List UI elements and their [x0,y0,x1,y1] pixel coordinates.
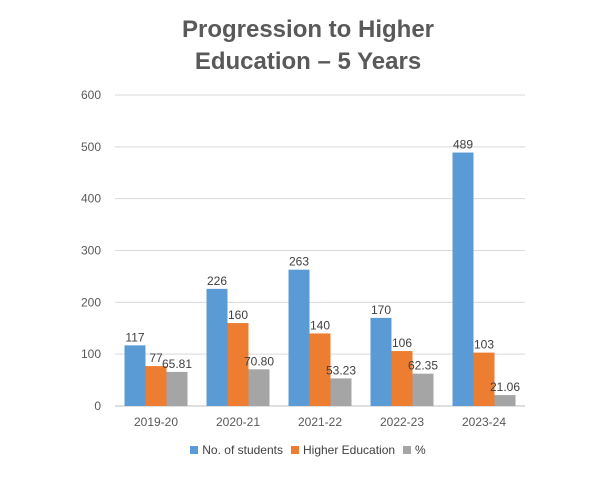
legend-item: No. of students [190,443,283,457]
bar-no-of-students [206,288,228,406]
bar- [166,371,188,406]
data-label: 226 [207,274,227,288]
data-label: 106 [392,336,412,350]
data-label: 70.80 [244,354,274,368]
bar-no-of-students [124,345,146,406]
legend-swatch [403,446,412,454]
data-label: 117 [125,330,144,344]
bar- [330,378,352,406]
bar- [494,395,516,406]
bar-higher-education [227,323,249,406]
bar-higher-education [309,333,331,406]
y-tick-label: 600 [81,88,101,102]
data-label: 263 [289,255,309,269]
y-tick-label: 400 [81,192,101,206]
data-label: 21.06 [490,380,520,394]
chart-title-line-1: Progression to Higher [181,16,435,43]
bar-higher-education [145,366,167,406]
data-label: 77 [149,351,163,365]
chart-title: Progression to Higher Education – 5 Year… [0,14,616,78]
data-label: 160 [228,308,248,322]
legend-label: % [415,443,426,457]
legend-swatch [190,446,199,454]
y-tick-label: 500 [81,140,101,154]
bar-higher-education [473,352,495,406]
x-tick-label: 2020-21 [216,415,260,429]
legend-item: Higher Education [290,443,396,457]
y-tick-label: 100 [81,347,101,361]
bar- [412,373,434,406]
legend-label: No. of students [202,443,283,457]
legend-label: Higher Education [302,443,396,457]
bar-no-of-students [370,317,392,406]
bar-no-of-students [288,269,310,406]
chart-title-line-2: Education – 5 Years [194,48,422,75]
legend-item: % [403,443,426,457]
x-tick-label: 2022-23 [380,415,424,429]
y-tick-label: 200 [81,295,101,309]
x-tick-label: 2019-20 [134,415,178,429]
data-label: 62.35 [408,359,438,373]
y-tick-label: 0 [94,399,101,413]
data-label: 65.81 [162,357,192,371]
bar- [248,369,270,406]
data-label: 170 [371,303,391,317]
chart-legend: No. of students Higher Education% [0,443,616,457]
data-label: 103 [474,338,494,352]
data-label: 53.23 [326,363,356,377]
legend-swatch [290,446,299,454]
data-label: 489 [453,138,473,152]
data-label: 140 [310,318,330,332]
y-tick-label: 300 [81,244,101,258]
bar-no-of-students [452,152,474,406]
x-tick-label: 2023-24 [462,415,506,429]
bar-higher-education [391,351,413,406]
x-tick-label: 2021-22 [298,415,342,429]
